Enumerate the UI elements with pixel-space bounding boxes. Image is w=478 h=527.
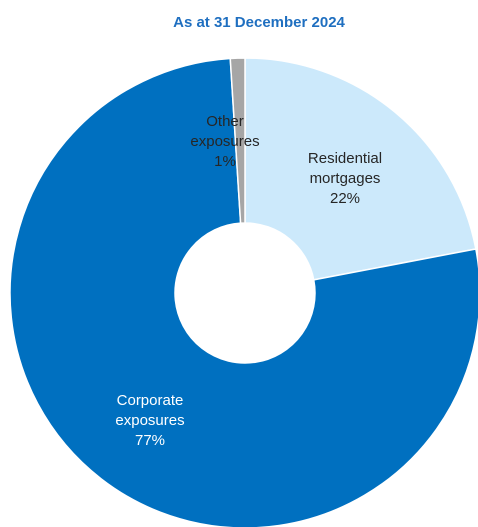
slice-corporate-exposures [9, 57, 478, 527]
slice-residential-mortgages [244, 57, 477, 281]
slice-label-residential-mortgages: Residential mortgages 22% [308, 150, 382, 207]
slice-label-corporate-exposures: Corporate exposures 77% [115, 392, 184, 449]
slice-label-other-exposures: Other exposures 1% [190, 113, 259, 170]
slice-labels: Residential mortgages 22% Corporate exposure… [115, 113, 382, 449]
donut-slices [9, 57, 478, 527]
slice-other-exposures [229, 57, 246, 224]
chart-title: As at 31 December 2024 [173, 14, 345, 31]
